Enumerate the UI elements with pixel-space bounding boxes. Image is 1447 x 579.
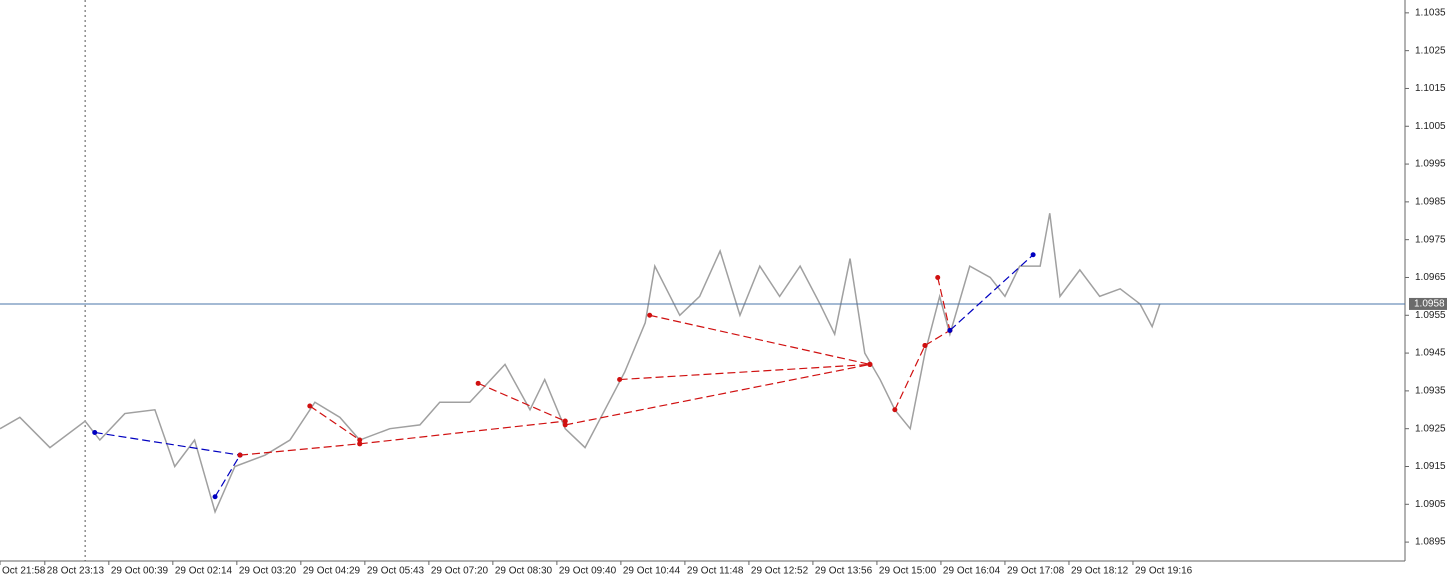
x-tick-label: 29 Oct 12:52	[751, 566, 809, 577]
x-tick-label: 29 Oct 19:16	[1135, 566, 1193, 577]
y-tick-label: 1.0955	[1415, 310, 1446, 321]
x-tick-label: 29 Oct 08:30	[495, 566, 553, 577]
y-tick-label: 1.1035	[1415, 7, 1446, 18]
y-tick-label: 1.0925	[1415, 423, 1446, 434]
y-tick-label: 1.0905	[1415, 499, 1446, 510]
trade-marker	[92, 429, 98, 435]
trade-line	[937, 277, 951, 331]
trade-marker	[475, 380, 481, 386]
price-line	[0, 213, 1161, 515]
y-tick-label: 1.0975	[1415, 234, 1446, 245]
trade-marker	[922, 343, 928, 349]
x-tick-label: 29 Oct 15:00	[879, 566, 937, 577]
trade-line	[649, 314, 871, 366]
x-tick-label: 29 Oct 07:20	[431, 566, 489, 577]
x-tick-label: 29 Oct 10:44	[623, 566, 681, 577]
x-tick-label: 29 Oct 04:29	[303, 566, 361, 577]
trade-marker	[237, 452, 243, 458]
y-tick-label: 1.0965	[1415, 272, 1446, 283]
trade-marker	[867, 361, 873, 367]
y-tick-label: 1.0945	[1415, 348, 1446, 359]
y-tick-label: 1.0915	[1415, 461, 1446, 472]
trade-marker	[947, 327, 953, 333]
x-tick-label: 29 Oct 03:20	[239, 566, 297, 577]
trade-line	[239, 443, 360, 456]
trade-marker	[212, 494, 218, 500]
y-tick-label: 1.1005	[1415, 121, 1446, 132]
x-tick-label: 29 Oct 18:12	[1071, 566, 1129, 577]
x-tick-label: 29 Oct 09:40	[559, 566, 617, 577]
trade-marker	[562, 422, 568, 428]
x-tick-label: Oct 21:58	[2, 566, 46, 577]
y-tick-label: 1.0995	[1415, 159, 1446, 170]
y-tick-label: 1.0985	[1415, 197, 1446, 208]
current-price-label: 1.0958	[1414, 299, 1445, 310]
trade-marker	[357, 441, 363, 447]
trade-line	[359, 420, 566, 445]
x-tick-label: 28 Oct 23:13	[47, 566, 105, 577]
trade-line	[214, 454, 241, 498]
y-tick-label: 1.0895	[1415, 537, 1446, 548]
current-price-box	[1409, 297, 1447, 310]
x-tick-label: 29 Oct 16:04	[943, 566, 1001, 577]
y-tick-label: 1.1025	[1415, 45, 1446, 56]
trade-marker	[307, 403, 313, 409]
trade-marker	[892, 407, 898, 413]
trade-line	[924, 329, 951, 347]
trade-marker	[562, 418, 568, 424]
trade-line	[619, 363, 870, 381]
trade-marker	[1030, 252, 1036, 258]
trade-line	[309, 405, 361, 441]
x-tick-label: 29 Oct 05:43	[367, 566, 425, 577]
y-tick-label: 1.0935	[1415, 386, 1446, 397]
trade-line	[565, 363, 871, 426]
trade-line	[94, 431, 241, 456]
x-tick-label: 29 Oct 02:14	[175, 566, 233, 577]
trade-marker	[617, 377, 623, 383]
x-tick-label: 29 Oct 00:39	[111, 566, 169, 577]
x-tick-label: 29 Oct 11:48	[687, 566, 744, 577]
trade-marker	[935, 274, 941, 280]
trade-marker	[647, 312, 653, 318]
y-tick-label: 1.1015	[1415, 83, 1446, 94]
trade-line	[949, 254, 1034, 331]
x-tick-label: 29 Oct 13:56	[815, 566, 873, 577]
x-tick-label: 29 Oct 17:08	[1007, 566, 1065, 577]
trade-marker	[357, 437, 363, 443]
trade-line	[477, 382, 566, 422]
